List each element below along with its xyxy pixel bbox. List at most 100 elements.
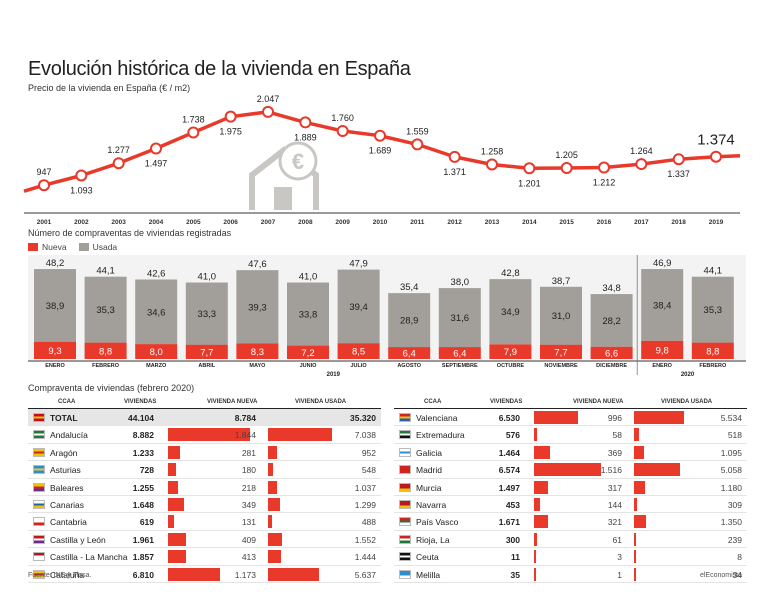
tables-title: Compraventa de viviendas (febrero 2020) (28, 383, 195, 393)
year-tick-label: 2018 (671, 219, 686, 226)
price-value-label: 1.889 (294, 132, 317, 142)
viviendas-value: 35 (510, 569, 520, 580)
ccaa-name: Cataluña (50, 569, 85, 580)
table-header: CCAA VIVIENDAS VIVIENDA NUEVA VIVIENDA USAD… (28, 397, 381, 409)
month-tick-label: MARZO (146, 363, 167, 369)
flag-ceuta-icon (399, 552, 411, 562)
usada-value: 5.637 (354, 569, 376, 580)
table-row: Castilla - La Mancha 1.857 413 1.444 (28, 548, 381, 566)
flag-valenciana-icon (399, 413, 411, 422)
nueva-value: 1.516 (600, 465, 622, 476)
viviendas-value: 1.671 (498, 517, 520, 528)
table-header-cell: VIVIENDA NUEVA (573, 399, 624, 405)
viviendas-value: 300 (505, 534, 520, 545)
nueva-bar (534, 411, 579, 424)
viviendas-value: 1.648 (132, 499, 154, 510)
bar-nueva (236, 343, 279, 359)
usada-bar (634, 532, 637, 546)
bar-nueva (185, 344, 228, 359)
year-tick-label: 2008 (298, 219, 313, 226)
nueva-bar (168, 532, 187, 546)
bar-nueva-label: 8,8 (706, 346, 719, 357)
ccaa-name: Andalucía (50, 430, 88, 441)
bar-nueva (388, 347, 431, 359)
nueva-value: 1.173 (234, 569, 256, 580)
bar-usada-label: 34,6 (147, 307, 166, 318)
price-value-label: 1.738 (182, 114, 205, 124)
bar-usada (236, 270, 279, 344)
legend-label-usada: Usada (92, 242, 118, 252)
viviendas-value: 11 (511, 552, 520, 563)
ccaa-name: Castilla - La Mancha (50, 552, 128, 563)
ccaa-name: Navarra (416, 499, 447, 510)
price-value-label: 1.337 (667, 169, 690, 179)
viviendas-value: 1.857 (132, 552, 154, 563)
nueva-value: 349 (241, 499, 256, 510)
nueva-bar (534, 567, 536, 581)
nueva-value: 321 (607, 517, 622, 528)
ccaa-name: Asturias (50, 465, 81, 476)
bar-usada-label: 28,9 (400, 316, 419, 327)
flag-galicia-icon (399, 447, 411, 457)
usada-value: 548 (361, 465, 376, 476)
bar-nueva (590, 346, 633, 359)
price-point (299, 116, 312, 129)
year-tick-label: 2001 (37, 219, 52, 226)
bar-nueva (34, 341, 76, 359)
usada-bar (268, 480, 278, 494)
price-point (411, 138, 424, 151)
nueva-bar (534, 497, 541, 511)
price-value-label: 1.975 (219, 127, 242, 137)
usada-value: 239 (727, 534, 742, 545)
price-value-label: 1.258 (481, 146, 504, 156)
usada-bar (268, 463, 273, 477)
bar-usada-label: 38,9 (46, 301, 65, 312)
usada-bar (268, 532, 283, 546)
price-value-label: 1.201 (518, 178, 541, 188)
bar-nueva (489, 344, 532, 359)
viviendas-value: 453 (505, 499, 520, 510)
month-tick-label: FEBRERO (699, 363, 727, 369)
usada-value: 309 (727, 499, 742, 510)
flag-aragon-icon (33, 447, 45, 457)
nueva-bar (534, 550, 536, 564)
table-row: Navarra 453 144 309 (394, 496, 747, 514)
ccaa-name: Melilla (416, 569, 441, 580)
flag-spain-icon (33, 413, 45, 422)
bar-usada-label: 33,3 (198, 309, 217, 320)
bar-nueva (438, 347, 481, 359)
bar-usada-label: 31,0 (552, 311, 571, 322)
usada-bar (268, 497, 280, 511)
nueva-value: 281 (241, 447, 256, 458)
bar-legend: Nueva Usada (28, 242, 125, 252)
nueva-value: 317 (607, 482, 622, 493)
usada-value: 5.534 (720, 413, 742, 423)
nueva-bar (534, 532, 537, 546)
bar-usada-label: 35,3 (96, 305, 115, 316)
usada-value: 488 (361, 517, 376, 528)
bar-nueva-label: 8,5 (352, 347, 365, 358)
bar-nueva-label: 9,8 (656, 345, 669, 356)
table-header-cell: VIVIENDAS (124, 399, 157, 405)
bar-usada-label: 33,8 (299, 310, 318, 321)
usada-value: 1.299 (354, 499, 376, 510)
table-left: CCAA VIVIENDAS VIVIENDA NUEVA VIVIENDA USAD… (28, 397, 381, 583)
price-point (262, 105, 274, 118)
month-tick-label: AGOSTO (397, 363, 421, 369)
price-point (448, 150, 461, 163)
ccaa-name: Cantabria (50, 517, 87, 528)
bar-usada-label: 31,6 (451, 313, 470, 324)
bar-usada (540, 286, 582, 345)
price-value-label: 1.371 (443, 167, 466, 177)
nueva-bar (534, 480, 549, 494)
nueva-value: 369 (607, 447, 622, 458)
year-tick-label: 2012 (447, 219, 462, 226)
table-header-cell: VIVIENDA NUEVA (207, 399, 258, 405)
bar-total-label: 38,0 (451, 277, 470, 288)
price-value-label: 1.374 (697, 132, 735, 149)
nueva-value: 413 (241, 552, 256, 563)
bar-usada (337, 269, 380, 344)
bar-usada-label: 34,9 (501, 307, 520, 318)
nueva-bar (534, 515, 549, 529)
usada-bar (634, 497, 637, 511)
